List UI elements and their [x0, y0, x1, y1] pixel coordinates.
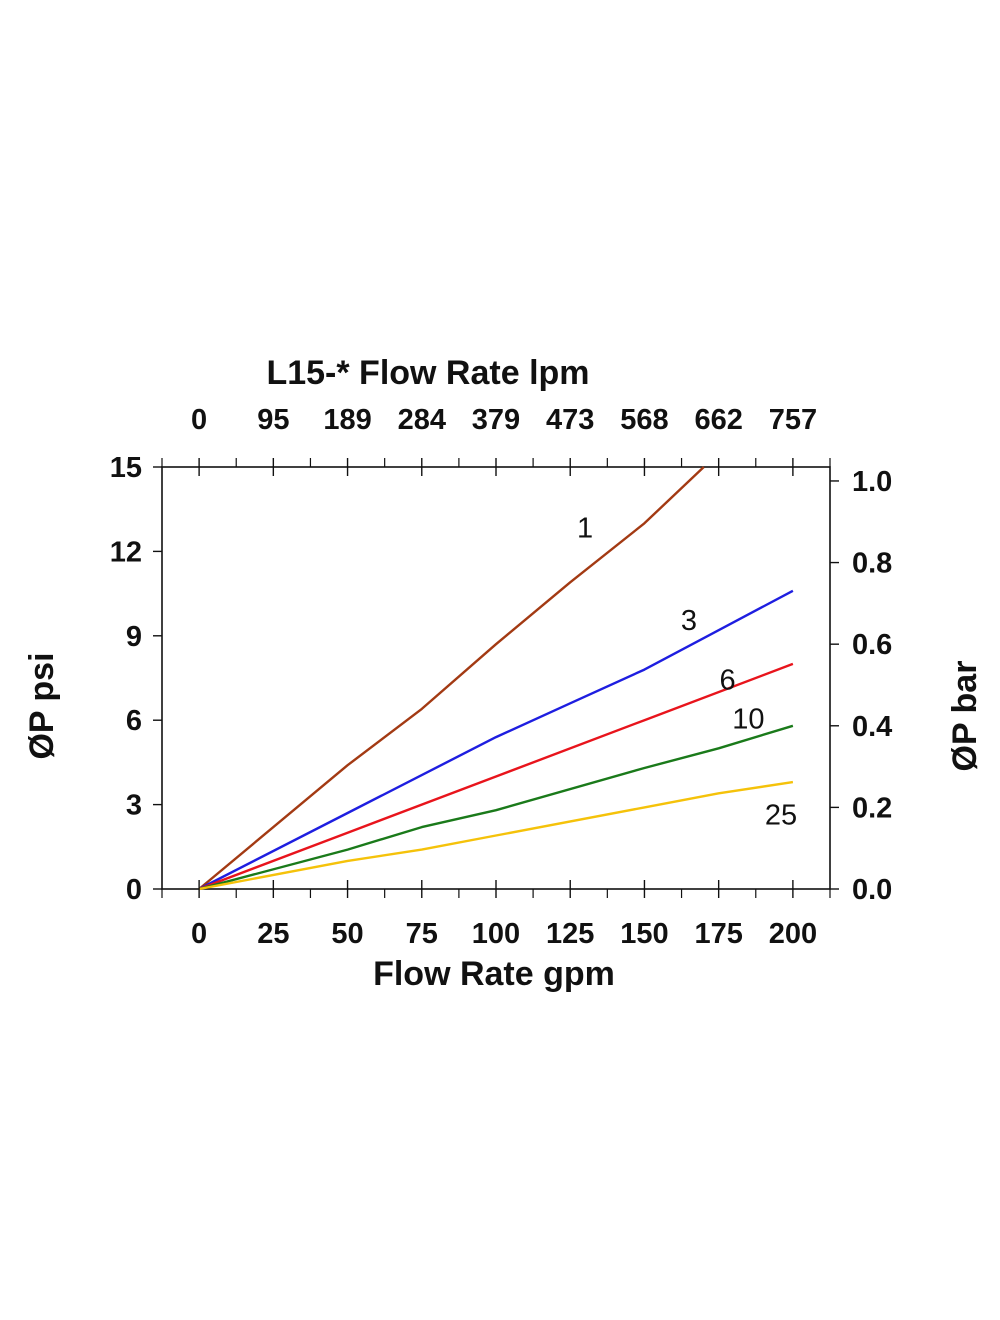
- series-line-25: [198, 780, 794, 891]
- y-axis-label-right: ØP bar: [946, 661, 984, 772]
- top-tick-label: 757: [769, 404, 817, 436]
- series-label-6: 6: [720, 664, 736, 696]
- series-labels: 1 36 10 25: [577, 512, 797, 831]
- left-tick-label: 15: [110, 452, 142, 484]
- bottom-tick-label: 75: [406, 918, 438, 950]
- bottom-tick-label: 125: [546, 918, 594, 950]
- right-tick-label: 0.2: [852, 792, 892, 824]
- top-axis-ticks: 0 95 189 284 379 473 568 662 757: [161, 404, 831, 476]
- left-axis-ticks: 0 3 6 9 12 15: [110, 452, 162, 906]
- top-tick-label: 379: [472, 404, 520, 436]
- top-tick-label: 95: [257, 404, 289, 436]
- bottom-tick-label: 175: [694, 918, 742, 950]
- top-tick-label: 473: [546, 404, 594, 436]
- series-line-10: [198, 724, 794, 891]
- bottom-tick-label: 100: [472, 918, 520, 950]
- top-tick-label: 568: [620, 404, 668, 436]
- left-tick-label: 12: [110, 536, 142, 568]
- bottom-axis-ticks: 0 25 50 75 100 125 150 175 200: [161, 880, 831, 950]
- y-axis-label-left: ØP psi: [23, 652, 61, 759]
- series-line-6: [198, 662, 794, 891]
- left-tick-label: 6: [126, 705, 142, 737]
- series-label-3: 3: [681, 605, 697, 637]
- bottom-tick-label: 0: [191, 918, 207, 950]
- bottom-tick-label: 200: [769, 918, 817, 950]
- bottom-tick-label: 150: [620, 918, 668, 950]
- left-tick-label: 3: [126, 790, 142, 822]
- top-tick-label: 284: [398, 404, 446, 436]
- series-line-1: [198, 466, 705, 890]
- series-lines: [198, 466, 794, 891]
- right-axis-ticks: 0.0 0.2 0.4 0.6 0.8 1.0: [830, 466, 892, 906]
- series-label-1: 1: [577, 512, 593, 544]
- series-label-10: 10: [732, 704, 764, 736]
- bottom-tick-label: 50: [331, 918, 363, 950]
- left-tick-label: 0: [126, 874, 142, 906]
- top-tick-label: 662: [694, 404, 742, 436]
- left-tick-label: 9: [126, 621, 142, 653]
- top-tick-label: 189: [323, 404, 371, 436]
- right-tick-label: 0.0: [852, 874, 892, 906]
- right-tick-label: 0.6: [852, 629, 892, 661]
- series-label-25: 25: [765, 799, 797, 831]
- right-tick-label: 0.8: [852, 548, 892, 580]
- chart-title: L15-* Flow Rate lpm: [266, 354, 589, 392]
- right-tick-label: 1.0: [852, 466, 892, 498]
- series-line-3: [198, 589, 794, 891]
- x-axis-label: Flow Rate gpm: [373, 955, 615, 993]
- bottom-tick-label: 25: [257, 918, 289, 950]
- top-tick-label: 0: [191, 404, 207, 436]
- right-tick-label: 0.4: [852, 711, 892, 743]
